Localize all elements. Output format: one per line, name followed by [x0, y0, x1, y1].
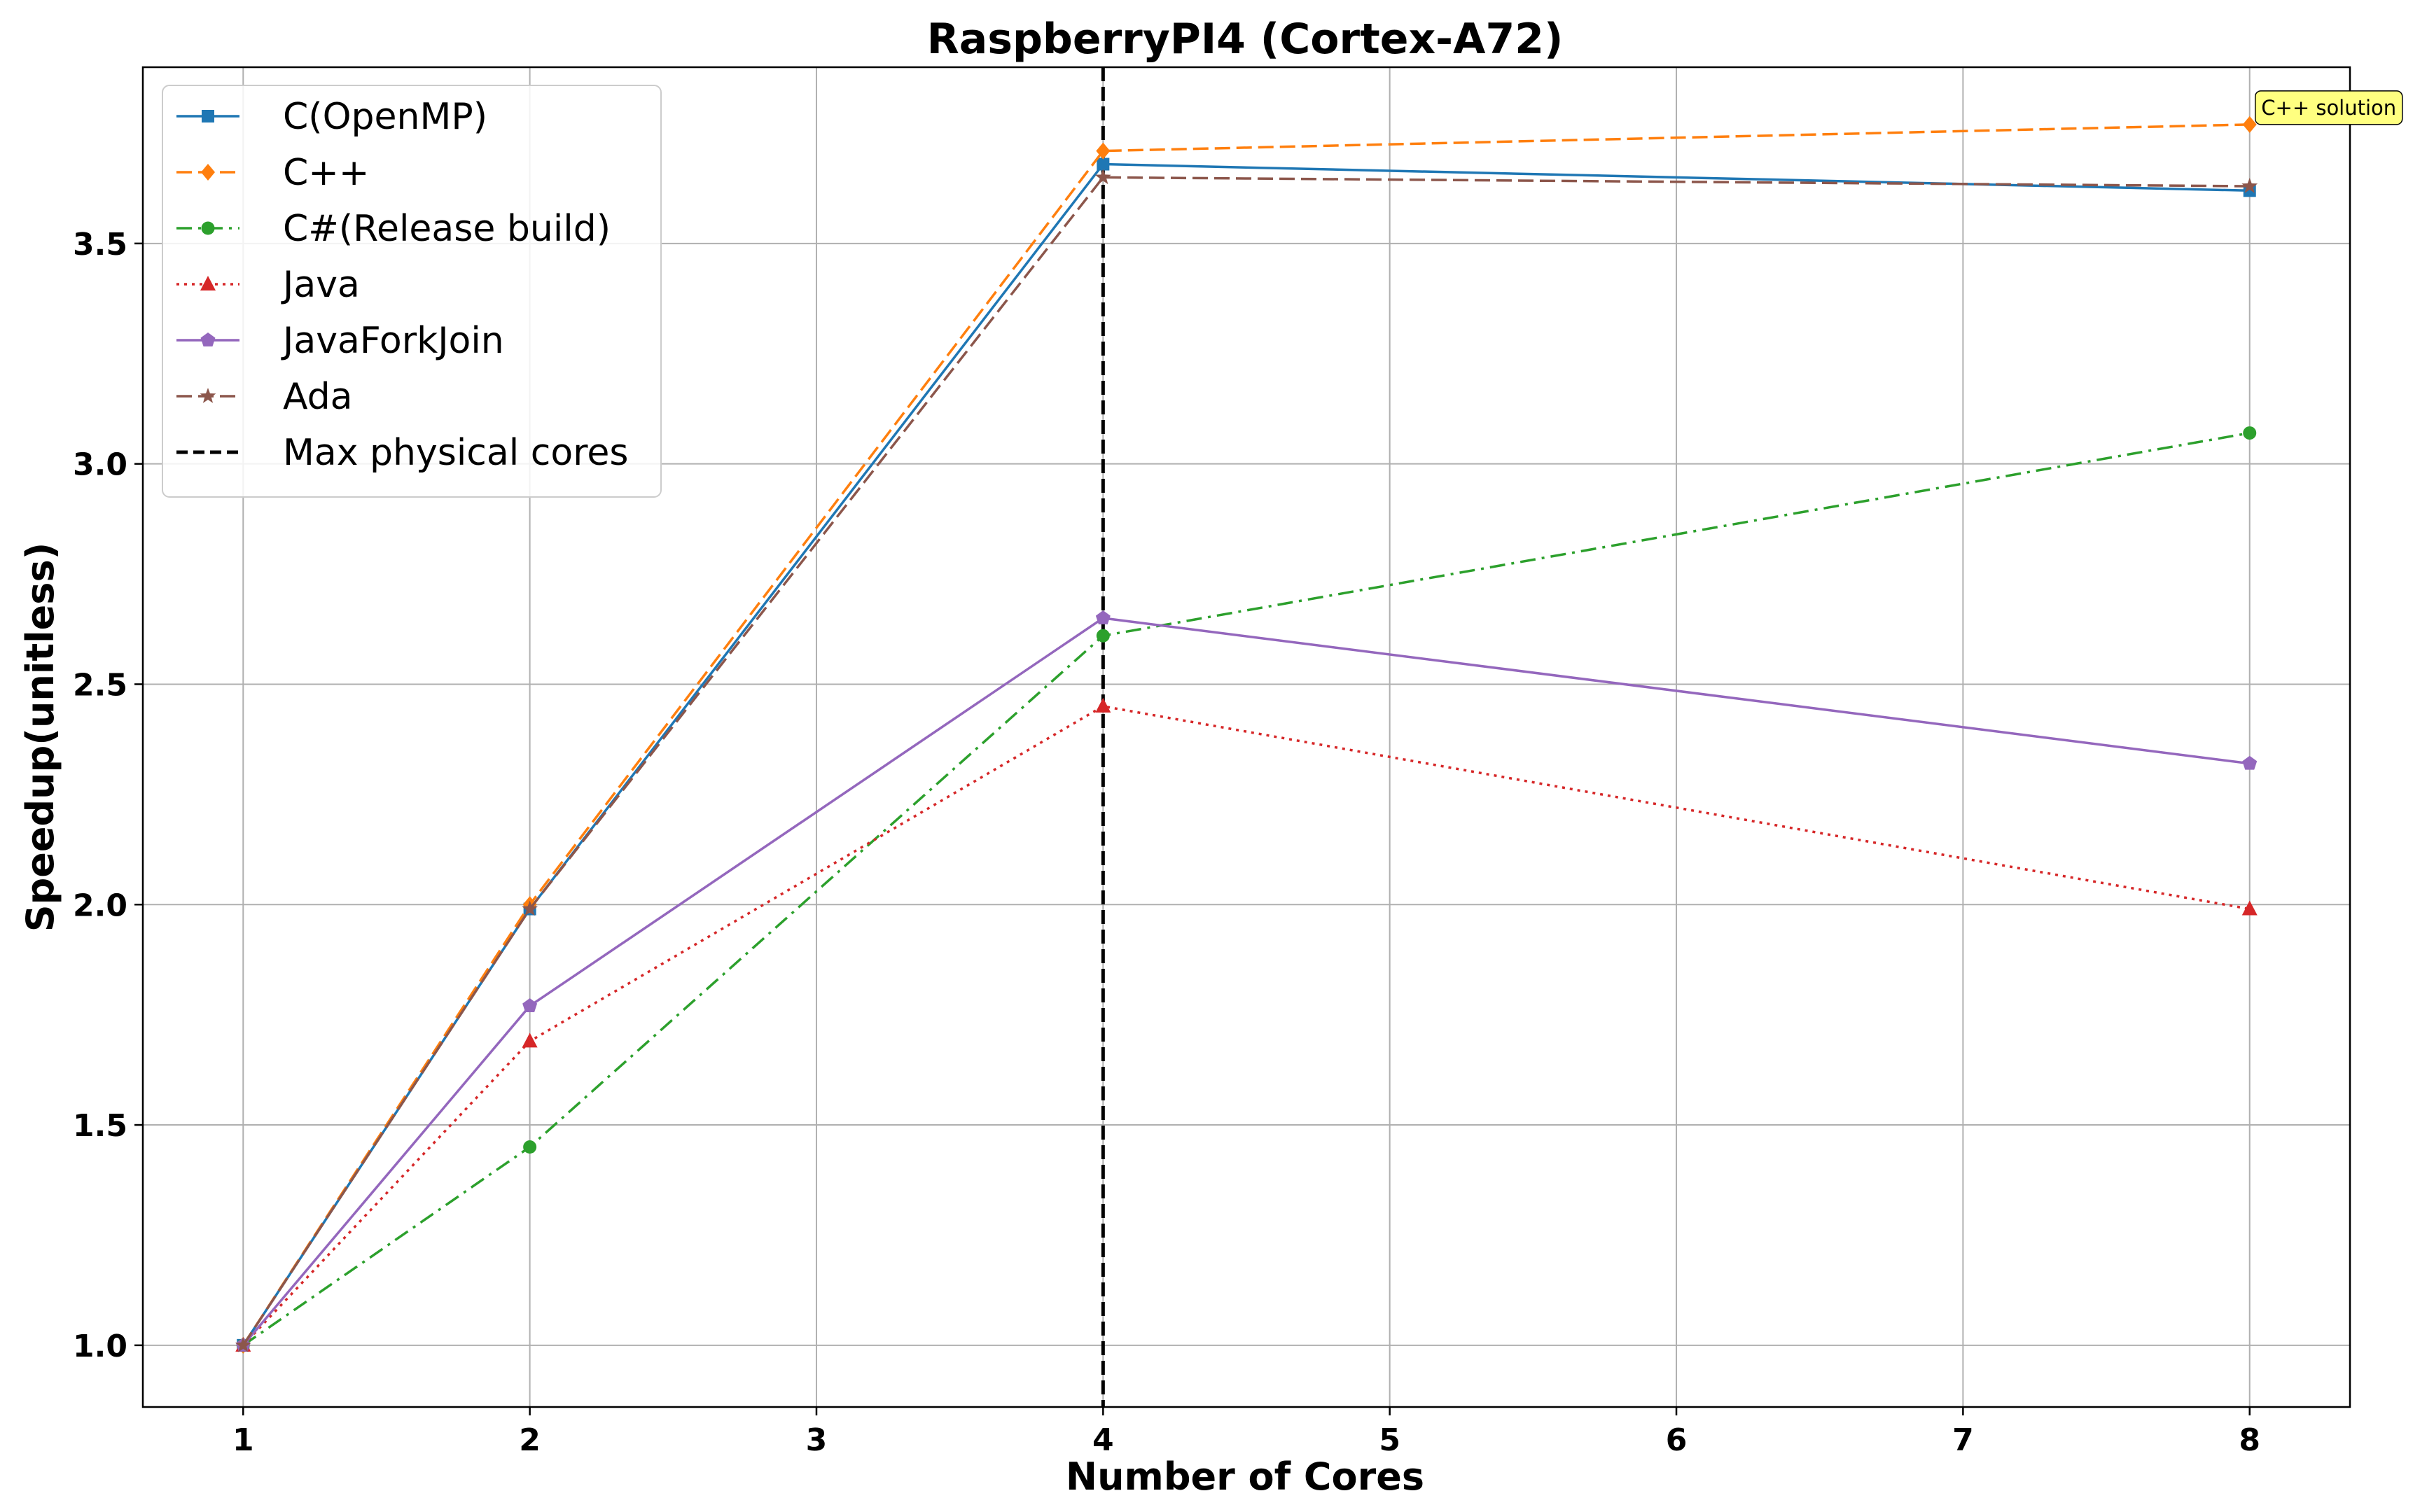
series-javaforkjoin — [235, 610, 2258, 1352]
data-point — [1096, 142, 1111, 160]
x-tick-label: 4 — [1092, 1422, 1114, 1458]
y-axis-ticks: 1.0 1.5 2.0 2.5 3.0 3.5 — [73, 227, 143, 1364]
y-tick-label: 3.0 — [73, 447, 127, 483]
series-line — [242, 176, 2250, 1346]
legend-label: Java — [281, 264, 360, 306]
y-tick-label: 3.5 — [73, 227, 127, 262]
data-point — [1096, 629, 1110, 643]
grid — [143, 67, 2350, 1407]
data-point — [1095, 610, 1111, 624]
data-point — [2243, 426, 2257, 440]
legend-marker — [201, 164, 215, 181]
x-tick-label: 5 — [1379, 1422, 1400, 1458]
legend-entry: C#(Release build) — [176, 208, 611, 250]
y-tick-label: 2.5 — [73, 667, 127, 703]
x-tick-label: 7 — [1952, 1422, 1974, 1458]
data-point — [2241, 900, 2258, 916]
legend-label: Ada — [283, 376, 353, 418]
legend-label: C(OpenMP) — [283, 96, 487, 138]
series-layer — [235, 115, 2258, 1354]
data-point — [1094, 169, 1111, 185]
legend-marker — [200, 276, 216, 290]
annotation-text: C++ solution — [2261, 96, 2396, 120]
legend: C(OpenMP) C++ C#(Release build) Java JavaFor… — [162, 85, 662, 498]
legend-entry: Max physical cores — [176, 432, 628, 474]
legend-entry: JavaForkJoin — [176, 320, 504, 362]
legend-marker — [202, 110, 214, 122]
legend-entry: Ada — [176, 376, 353, 418]
legend-entry: C++ — [176, 152, 369, 194]
legend-label: JavaForkJoin — [281, 320, 504, 362]
x-tick-label: 8 — [2239, 1422, 2260, 1458]
data-point — [2241, 177, 2258, 193]
legend-marker — [200, 388, 216, 403]
data-point — [2242, 115, 2257, 133]
y-axis-label: Speedup(unitless) — [18, 542, 62, 932]
x-axis-ticks: 1 2 3 4 5 6 7 8 — [232, 1407, 2260, 1458]
series-ada — [235, 169, 2258, 1352]
series-java — [235, 697, 2258, 1352]
series-line — [242, 431, 2251, 1347]
annotations: C++ solution — [2254, 90, 2403, 125]
data-point — [1095, 697, 1111, 713]
plot-frame — [141, 66, 2351, 1408]
y-tick-label: 1.5 — [73, 1108, 127, 1144]
y-tick-label: 1.0 — [73, 1329, 127, 1364]
data-point — [522, 900, 538, 916]
x-tick-label: 1 — [232, 1422, 254, 1458]
data-point — [1097, 158, 1110, 171]
data-point — [522, 998, 538, 1012]
legend-label: Max physical cores — [283, 432, 628, 474]
legend-marker — [201, 221, 215, 235]
data-point — [235, 1336, 251, 1352]
x-axis-label: Number of Cores — [1066, 1455, 1424, 1499]
series-line — [242, 617, 2250, 1346]
x-tick-label: 2 — [519, 1422, 541, 1458]
legend-box — [162, 85, 662, 498]
legend-label: C++ — [283, 152, 369, 194]
legend-label: C#(Release build) — [283, 208, 611, 250]
legend-entry: Java — [176, 264, 360, 306]
x-tick-label: 3 — [806, 1422, 828, 1458]
annotation-box — [2254, 90, 2403, 125]
x-tick-label: 6 — [1666, 1422, 1688, 1458]
data-point — [2242, 755, 2258, 770]
legend-marker — [200, 332, 216, 346]
chart-title: RaspberryPI4 (Cortex-A72) — [927, 15, 1564, 64]
data-point — [522, 1032, 538, 1048]
series-c-release-build- — [236, 426, 2257, 1352]
legend-entry: C(OpenMP) — [176, 96, 487, 138]
data-point — [523, 1140, 537, 1154]
y-tick-label: 2.0 — [73, 888, 127, 923]
series-line — [242, 705, 2251, 1347]
